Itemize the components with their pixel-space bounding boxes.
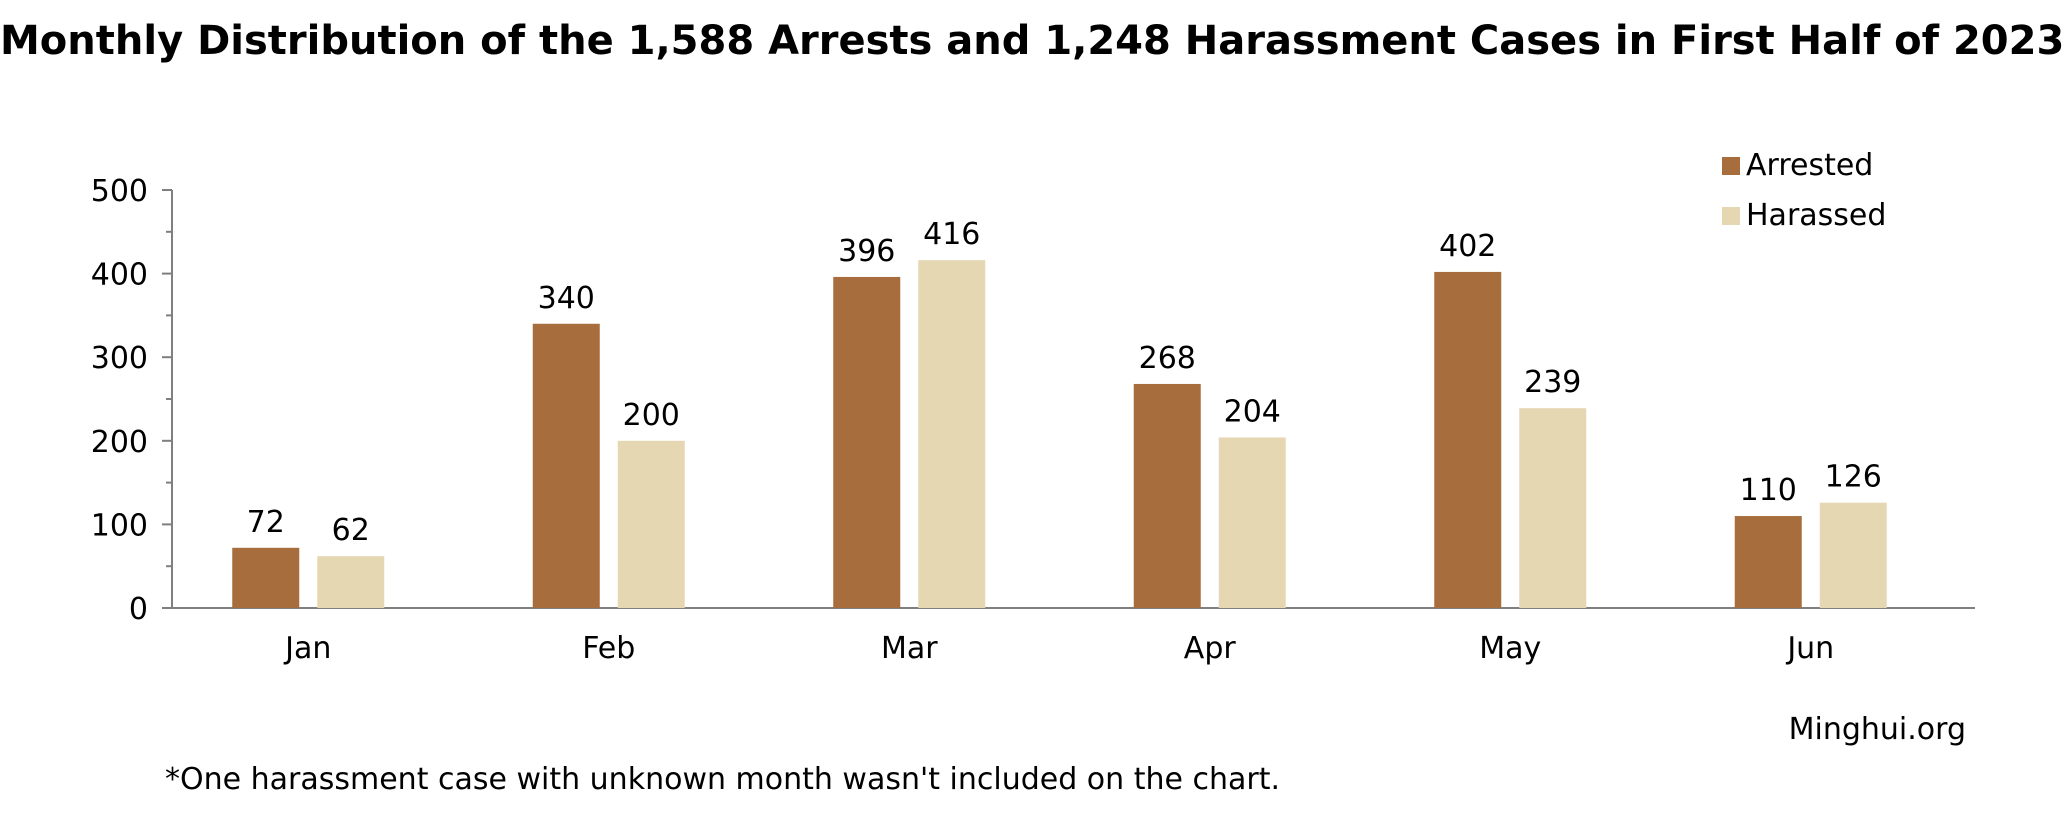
- x-tick-label: Feb: [582, 631, 635, 666]
- bar-arrested-feb: [532, 323, 600, 608]
- chart-bars: 72 62 340 200 396 416 268 204 402 239 110 126: [232, 217, 1887, 608]
- bar-harassed-mar: [918, 260, 986, 608]
- x-tick-label: Jan: [283, 631, 331, 666]
- y-tick-label: 100: [91, 508, 148, 543]
- bar-arrested-apr: [1133, 383, 1201, 608]
- bar-arrested-jun: [1734, 516, 1802, 608]
- x-tick-label: May: [1479, 631, 1541, 666]
- y-tick-label: 500: [91, 174, 148, 209]
- data-label: 268: [1139, 341, 1196, 376]
- x-tick-label: Mar: [881, 631, 938, 666]
- chart-legend: Arrested Harassed: [1722, 148, 1886, 233]
- bar-arrested-may: [1434, 271, 1502, 608]
- data-label: 340: [538, 281, 595, 316]
- data-label: 72: [247, 505, 285, 540]
- data-label: 396: [838, 234, 895, 269]
- y-tick-label: 200: [91, 425, 148, 460]
- bar-harassed-may: [1519, 408, 1587, 608]
- data-label: 239: [1524, 365, 1581, 400]
- y-tick-label: 0: [129, 592, 148, 627]
- bar-arrested-jan: [232, 547, 300, 608]
- legend-label-harassed: Harassed: [1746, 198, 1886, 233]
- data-label: 126: [1825, 460, 1882, 495]
- data-label: 62: [332, 513, 370, 548]
- x-tick-label: Jun: [1785, 631, 1834, 666]
- bar-harassed-feb: [617, 440, 685, 608]
- y-tick-label: 300: [91, 341, 148, 376]
- legend-swatch-harassed: [1722, 207, 1740, 225]
- chart-title: Monthly Distribution of the 1,588 Arrest…: [0, 18, 2064, 64]
- data-label: 416: [923, 217, 980, 252]
- legend-label-arrested: Arrested: [1746, 148, 1873, 183]
- data-label: 200: [623, 398, 680, 433]
- legend-swatch-arrested: [1722, 157, 1740, 175]
- data-label: 402: [1439, 229, 1496, 264]
- bar-harassed-jan: [317, 556, 385, 608]
- source-credit: Minghui.org: [1788, 712, 1966, 747]
- chart-footnote: *One harassment case with unknown month …: [165, 762, 1281, 797]
- y-tick-label: 400: [91, 258, 148, 293]
- bar-harassed-apr: [1218, 437, 1286, 608]
- x-tick-label: Apr: [1184, 631, 1237, 666]
- chart-axes: 0 100 200 300 400 500 Jan Feb Mar Apr May Jun: [91, 174, 1975, 666]
- bar-arrested-mar: [833, 276, 901, 608]
- data-label: 110: [1740, 473, 1797, 508]
- bar-harassed-jun: [1819, 502, 1887, 608]
- data-label: 204: [1224, 394, 1281, 429]
